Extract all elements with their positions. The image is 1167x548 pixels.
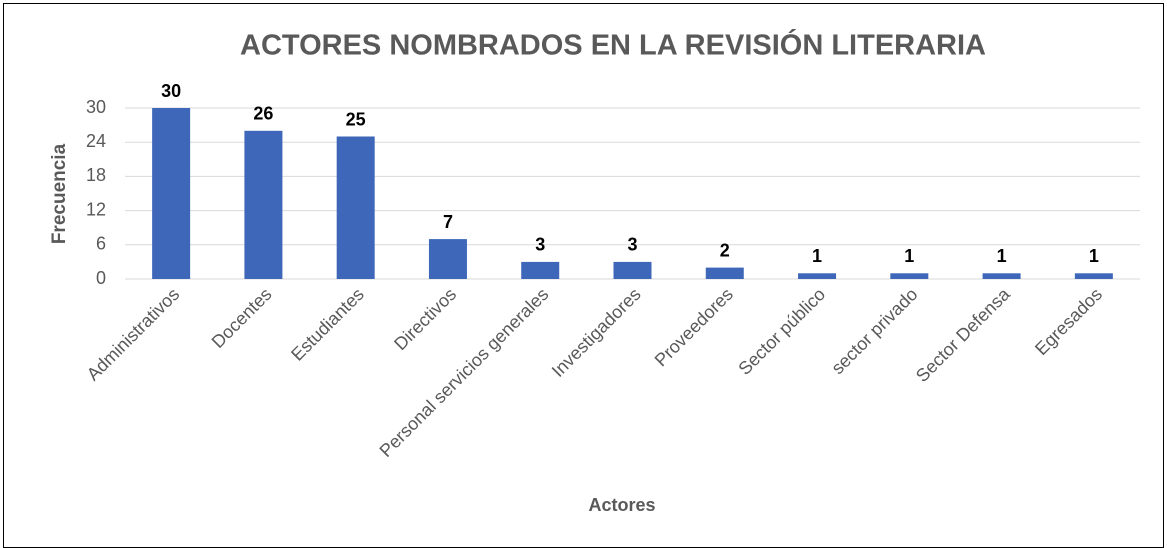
data-label: 7 [443, 212, 453, 232]
bar [890, 273, 929, 279]
y-tick-label: 30 [86, 97, 106, 117]
bar [798, 273, 837, 279]
data-label: 1 [997, 246, 1007, 266]
y-tick-label: 0 [96, 268, 106, 288]
bar [152, 108, 191, 279]
data-label: 30 [161, 81, 181, 101]
y-tick-label: 18 [86, 165, 106, 185]
y-tick-label: 24 [86, 131, 106, 151]
chart-title: ACTORES NOMBRADOS EN LA REVISIÓN LITERAR… [240, 28, 986, 62]
y-tick-label: 6 [96, 234, 106, 254]
bar [244, 130, 283, 279]
bar [982, 273, 1021, 279]
bar [613, 261, 652, 279]
bar [705, 267, 744, 279]
data-label: 3 [627, 235, 637, 255]
y-tick-label: 12 [86, 199, 106, 219]
x-axis-title: Actores [588, 495, 655, 515]
data-label: 26 [253, 104, 273, 124]
data-label: 3 [535, 235, 545, 255]
bar [521, 261, 560, 279]
chart-border [3, 3, 1164, 548]
y-axis-title: Frecuencia [49, 143, 70, 244]
bar [1074, 273, 1113, 279]
bar [428, 239, 467, 279]
data-label: 1 [1089, 246, 1099, 266]
data-label: 1 [812, 246, 822, 266]
data-label: 1 [904, 246, 914, 266]
bar [336, 136, 375, 279]
data-label: 2 [720, 240, 730, 260]
data-label: 25 [346, 109, 366, 129]
